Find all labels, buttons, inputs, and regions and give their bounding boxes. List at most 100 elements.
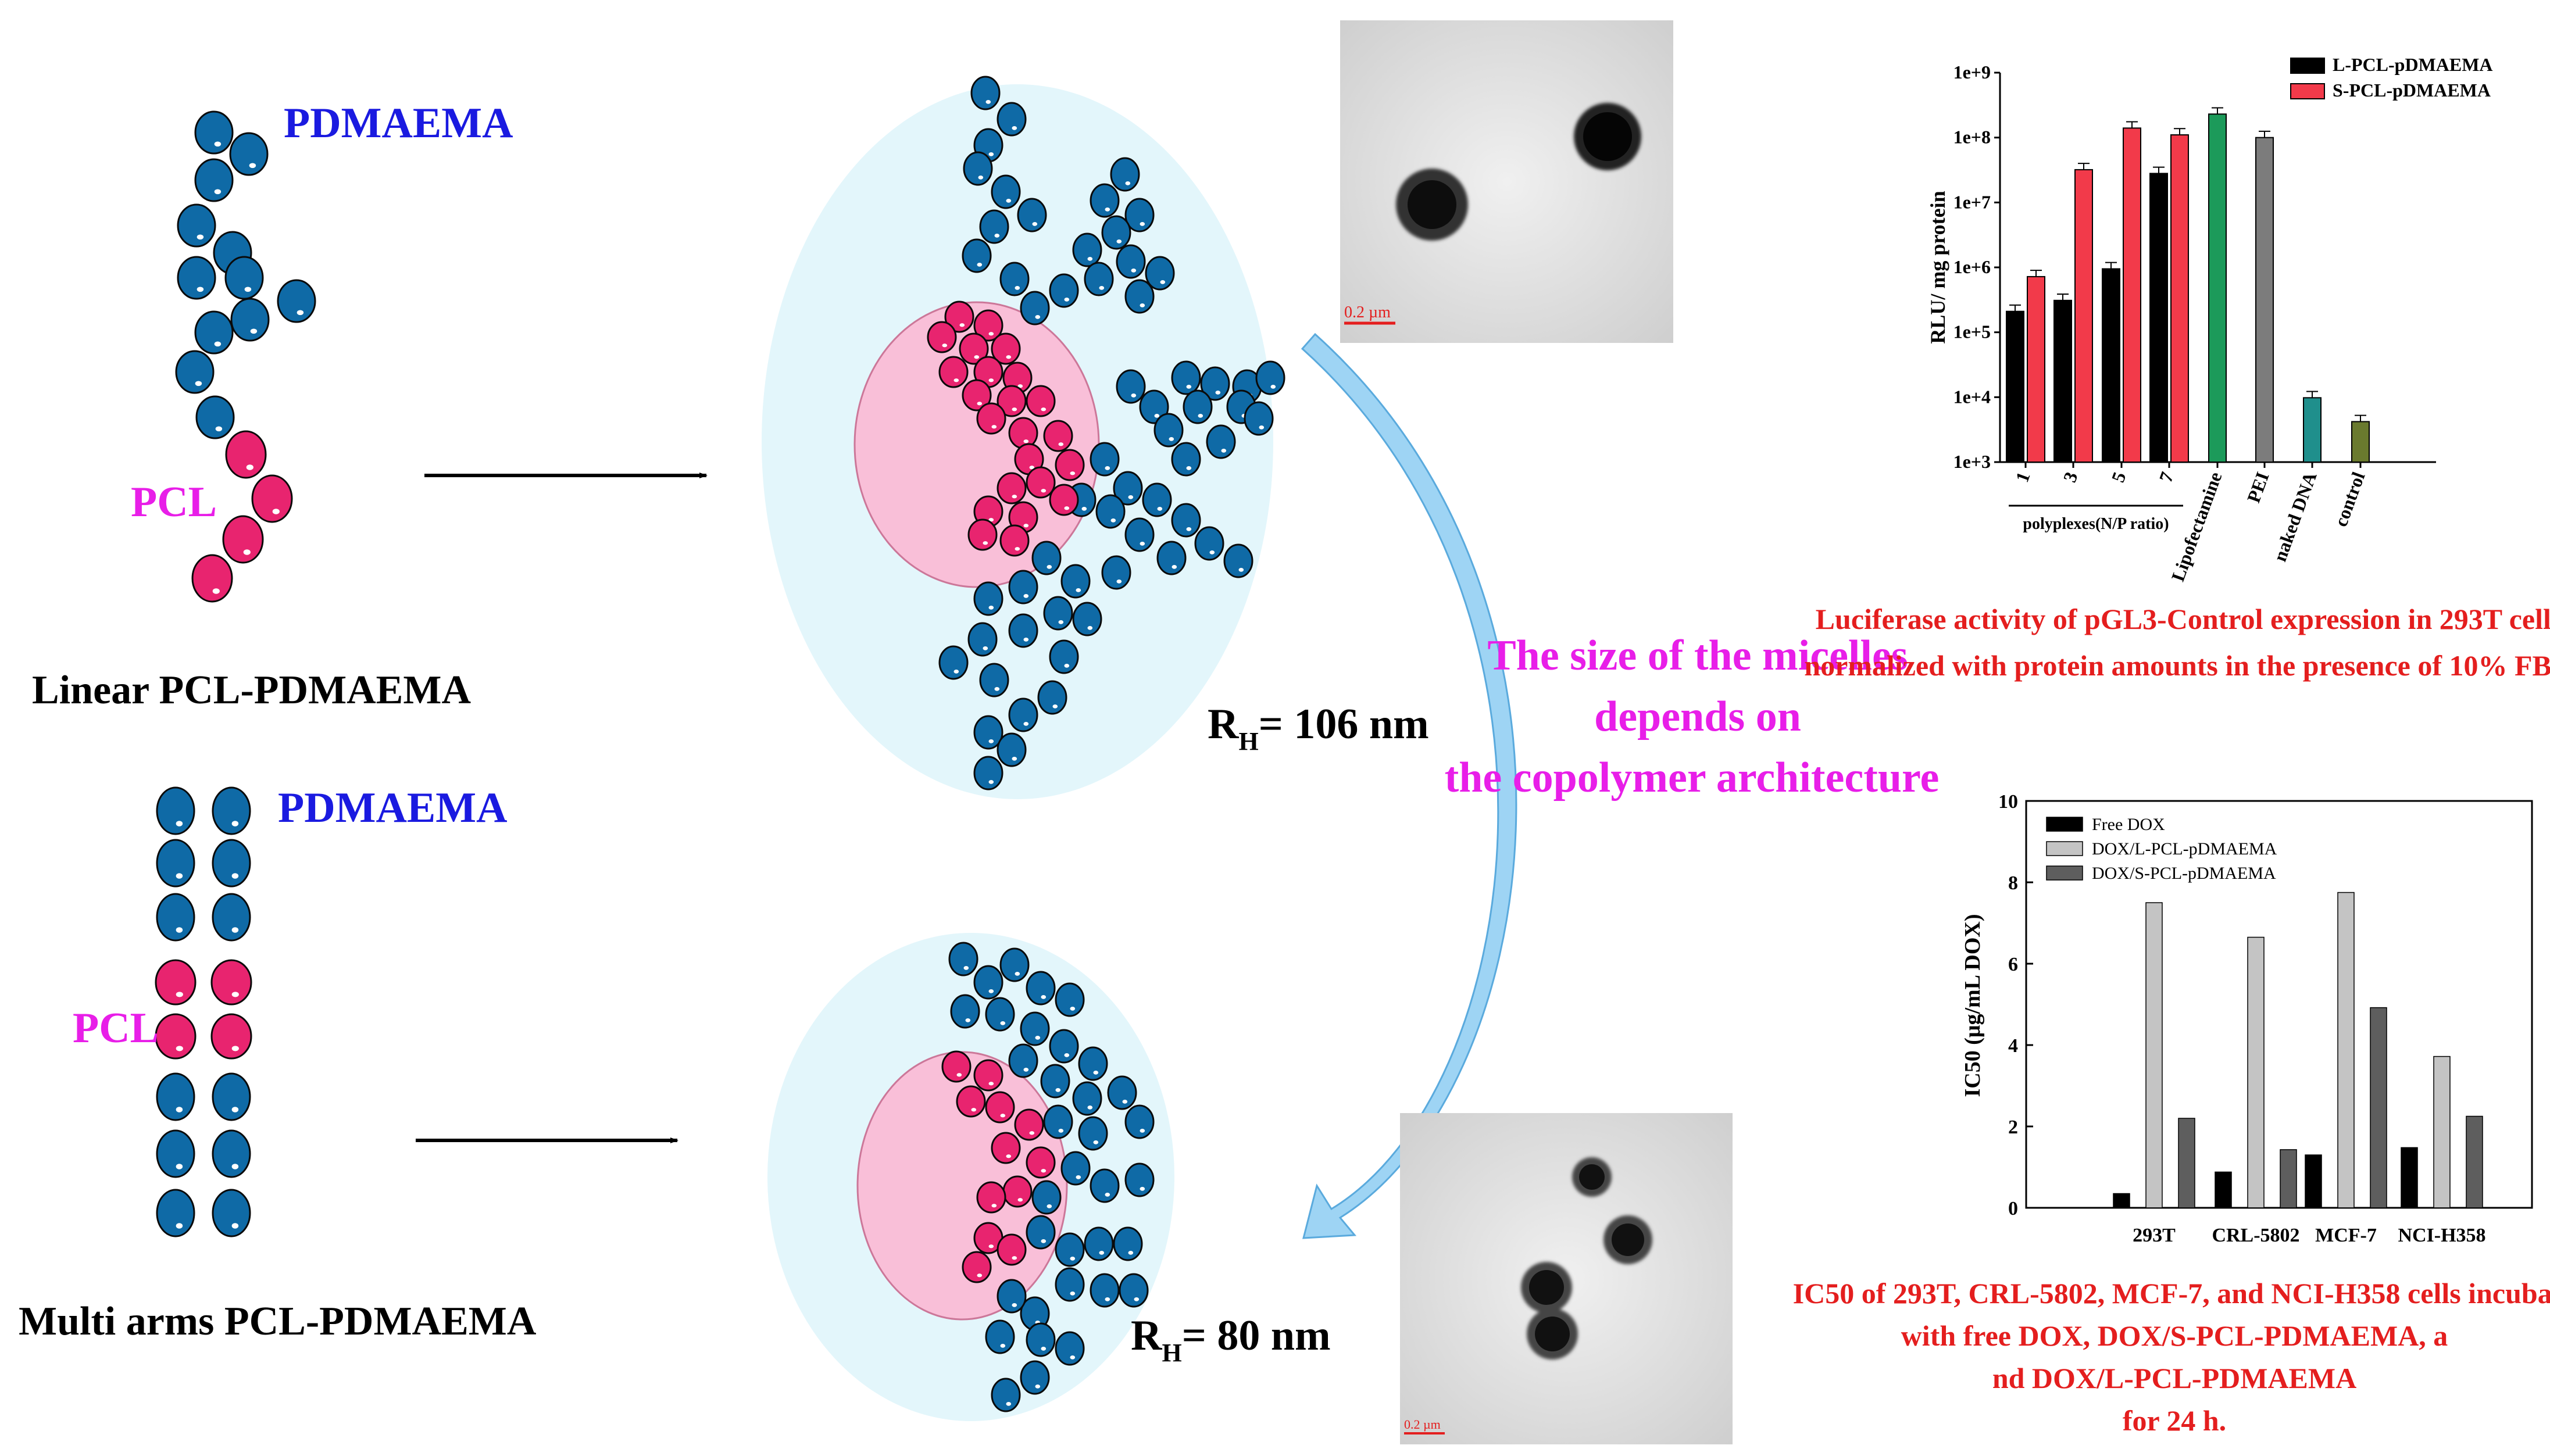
pdmaema-bead bbox=[1116, 369, 1146, 404]
ic50-bar bbox=[2247, 936, 2265, 1208]
pdmaema-bead bbox=[224, 256, 264, 300]
luciferase-bar bbox=[2027, 276, 2045, 463]
linear-copolymer-diagram bbox=[175, 110, 316, 603]
pdmaema-bead bbox=[1017, 198, 1047, 232]
pdmaema-bead bbox=[1171, 442, 1201, 477]
pdmaema-bead bbox=[212, 1129, 251, 1178]
linear-pdmaema-label: PDMAEMA bbox=[284, 99, 513, 147]
pcl-bead bbox=[1055, 449, 1085, 481]
pdmaema-bead bbox=[1095, 494, 1126, 529]
pdmaema-bead bbox=[1008, 570, 1038, 604]
tem-top-scale-label: 0.2 µm bbox=[1344, 303, 1391, 321]
ic50-x-tick-label: MCF-7 bbox=[2315, 1225, 2377, 1246]
pcl-bead bbox=[225, 430, 267, 479]
pdmaema-bead bbox=[1037, 680, 1067, 715]
pdmaema-bead bbox=[973, 965, 1003, 1000]
luciferase-y-tick-label: 1e+9 bbox=[1953, 62, 1991, 83]
pdmaema-bead bbox=[1171, 360, 1201, 395]
luciferase-caption-line: Luciferase activity of pGL3-Control expr… bbox=[1816, 603, 2550, 635]
luciferase-caption-line: normalized with protein amounts in the p… bbox=[1804, 649, 2550, 682]
micelle-small-radius: RH= 80 nm bbox=[1131, 1312, 1331, 1367]
luciferase-bar bbox=[2102, 268, 2120, 463]
pdmaema-bead bbox=[1049, 639, 1079, 674]
central-statement-line: the copolymer architecture bbox=[1445, 754, 1940, 802]
pcl-bead bbox=[976, 1181, 1006, 1214]
pdmaema-bead bbox=[1124, 517, 1155, 552]
curved-comparison-arrow bbox=[1301, 332, 1517, 1239]
ic50-chart: 0 2 4 6 8 10 IC50 (μg/mL DOX) 293T CRL-5802 MCF-7… bbox=[1960, 791, 2533, 1246]
pcl-bead bbox=[967, 518, 998, 551]
luciferase-bar bbox=[2074, 169, 2093, 463]
ic50-x-tick-label: 293T bbox=[2133, 1225, 2176, 1246]
pcl-bead bbox=[997, 385, 1027, 417]
pdmaema-bead bbox=[962, 238, 992, 273]
luciferase-x-tick-label: 7 bbox=[2155, 469, 2177, 485]
multi-caption: Multi arms PCL-PDMAEMA bbox=[19, 1299, 537, 1344]
pdmaema-bead bbox=[195, 395, 235, 439]
pdmaema-bead bbox=[156, 839, 195, 888]
pdmaema-bead bbox=[1078, 1046, 1108, 1081]
pdmaema-bead bbox=[991, 1378, 1021, 1412]
luciferase-bar bbox=[2053, 299, 2072, 463]
pcl-bead bbox=[962, 1251, 992, 1283]
pcl-bead bbox=[959, 332, 989, 365]
pdmaema-bead bbox=[1124, 198, 1155, 232]
ic50-bar bbox=[2466, 1115, 2483, 1208]
pcl-bead bbox=[1002, 1175, 1033, 1208]
pcl-bead bbox=[191, 554, 233, 603]
pdmaema-bead bbox=[1090, 1273, 1120, 1308]
pdmaema-bead bbox=[973, 715, 1003, 750]
micelle-large bbox=[762, 76, 1285, 799]
pcl-bead bbox=[999, 524, 1030, 557]
pdmaema-bead bbox=[1090, 1168, 1120, 1203]
pcl-bead bbox=[962, 379, 992, 412]
ic50-bar bbox=[2305, 1154, 2322, 1208]
pdmaema-bead bbox=[1113, 471, 1143, 506]
pdmaema-bead bbox=[1139, 389, 1169, 424]
ic50-caption-line: with free DOX, DOX/S-PCL-PDMAEMA, a bbox=[1901, 1319, 2448, 1352]
luciferase-bar bbox=[2123, 127, 2141, 463]
pdmaema-bead bbox=[1124, 1104, 1155, 1139]
pcl-bead bbox=[1026, 385, 1056, 417]
ic50-y-tick-label: 10 bbox=[1998, 791, 2018, 813]
pdmaema-bead bbox=[991, 174, 1021, 209]
pdmaema-bead bbox=[212, 893, 251, 942]
pdmaema-bead bbox=[229, 132, 269, 176]
pdmaema-bead bbox=[950, 994, 980, 1029]
luciferase-x-tick-label: Lipofectamine bbox=[2167, 469, 2226, 584]
pdmaema-bead bbox=[1026, 1215, 1056, 1250]
pdmaema-bead bbox=[1124, 279, 1155, 314]
linear-pcl-label: PCL bbox=[131, 478, 217, 526]
pdmaema-bead bbox=[1055, 1232, 1085, 1267]
pdmaema-bead bbox=[212, 1072, 251, 1121]
pdmaema-bead bbox=[1043, 1104, 1073, 1139]
luciferase-bar bbox=[2149, 173, 2168, 463]
pcl-bead bbox=[210, 959, 252, 1006]
luciferase-y-tick-label: 1e+3 bbox=[1953, 451, 1991, 472]
pcl-bead bbox=[155, 1013, 197, 1060]
pdmaema-bead bbox=[1156, 541, 1187, 575]
pdmaema-bead bbox=[1084, 1226, 1114, 1261]
multi-arm-copolymer-diagram bbox=[155, 786, 252, 1237]
multi-pcl-label: PCL bbox=[73, 1004, 159, 1052]
pdmaema-bead bbox=[985, 997, 1015, 1032]
pdmaema-bead bbox=[230, 298, 270, 342]
pcl-bead bbox=[210, 1013, 252, 1060]
pcl-bead bbox=[956, 1085, 986, 1118]
pdmaema-bead bbox=[1026, 971, 1056, 1006]
pdmaema-bead bbox=[1055, 1267, 1085, 1302]
pdmaema-bead bbox=[1008, 697, 1038, 732]
pdmaema-bead bbox=[979, 209, 1009, 244]
pdmaema-bead bbox=[212, 786, 251, 835]
pdmaema-bead bbox=[277, 279, 316, 323]
pdmaema-bead bbox=[1090, 183, 1120, 218]
pdmaema-bead bbox=[1055, 982, 1085, 1017]
pdmaema-bead bbox=[999, 947, 1030, 982]
luciferase-legend-swatch bbox=[2290, 58, 2325, 74]
ic50-bar bbox=[2433, 1056, 2451, 1208]
pcl-bead bbox=[944, 300, 974, 333]
pcl-bead bbox=[1049, 484, 1079, 516]
pdmaema-bead bbox=[1101, 555, 1131, 590]
